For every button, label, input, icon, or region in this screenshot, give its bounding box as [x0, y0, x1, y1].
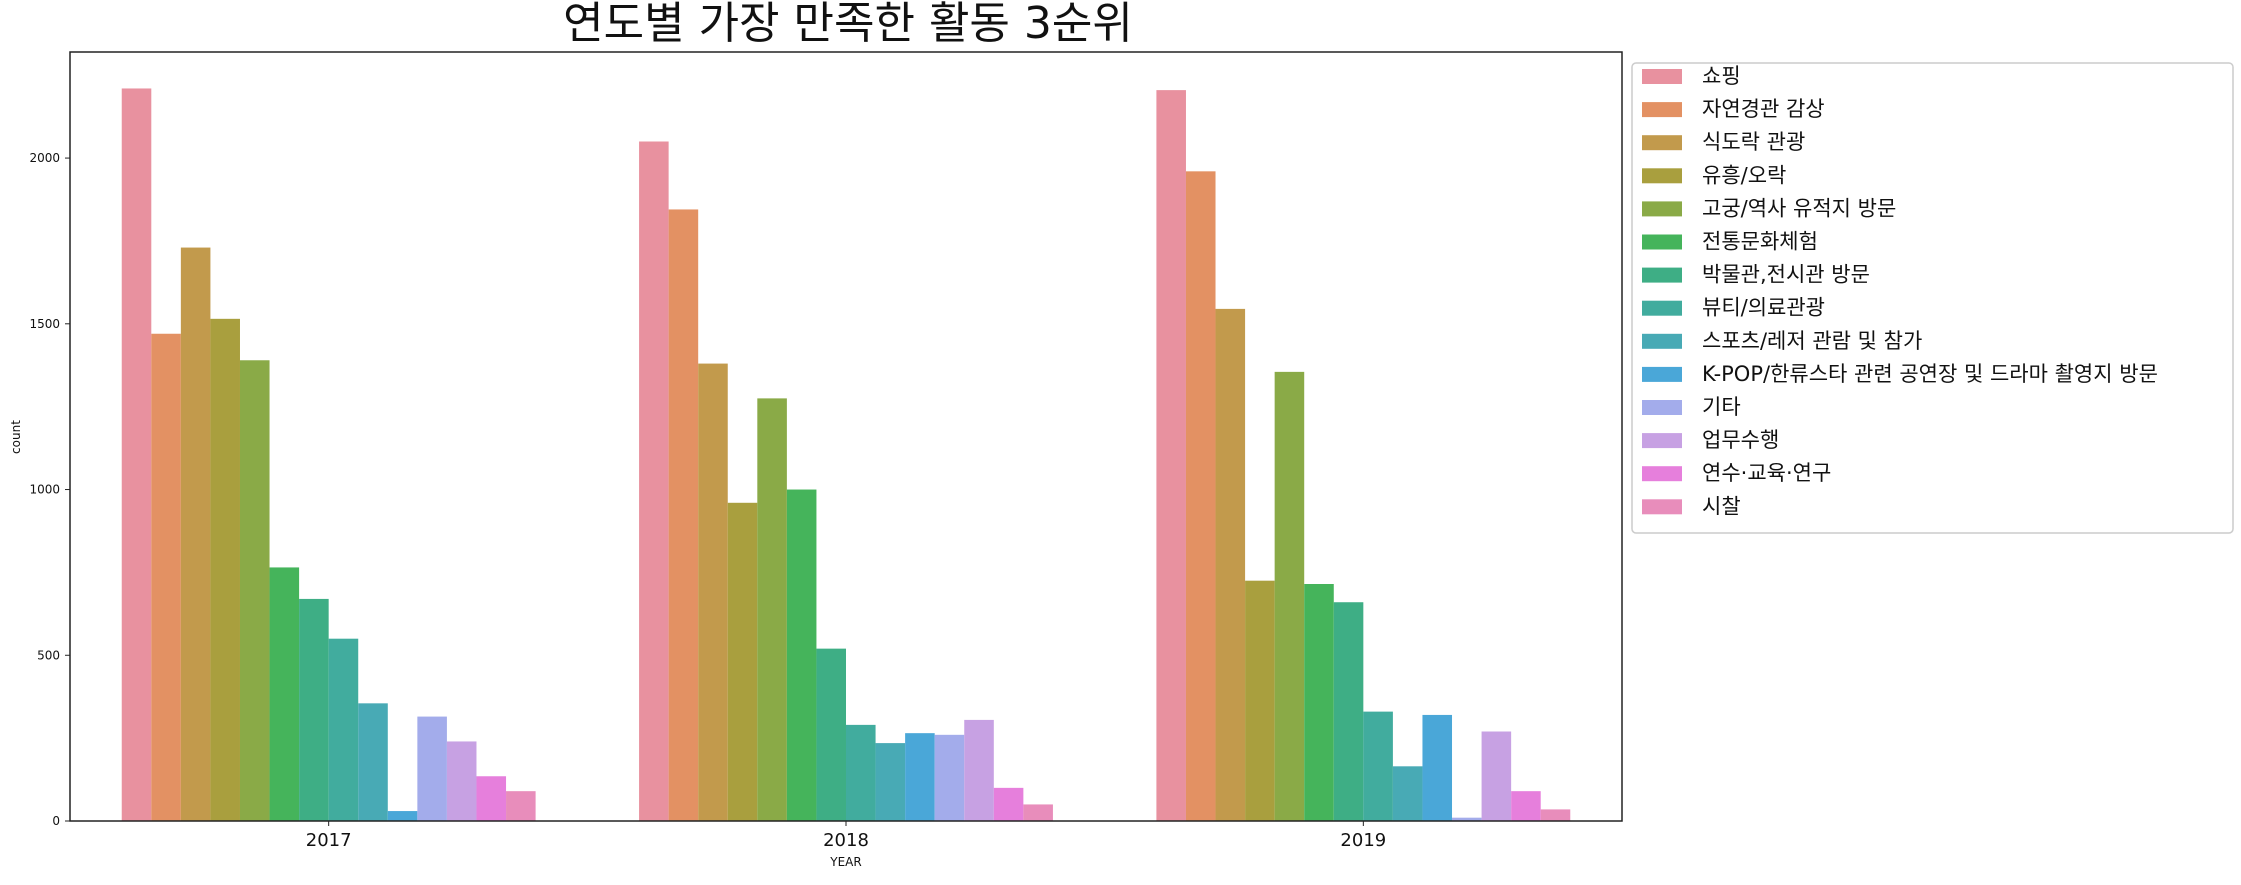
bar: [1452, 817, 1482, 821]
y-axis-label: count: [9, 420, 23, 454]
bar: [1215, 308, 1246, 822]
chart-title: 연도별 가장 만족한 활동 3순위: [563, 0, 1133, 49]
bar: [151, 333, 181, 821]
legend-label: 자연경관 감상: [1702, 97, 1825, 121]
legend-label: K-POP/한류스타 관련 공연장 및 드라마 촬영지 방문: [1702, 362, 2158, 386]
legend-swatch: [1642, 499, 1682, 515]
legend-frame: [1631, 62, 2234, 534]
legend-swatch: [1642, 466, 1682, 482]
bar: [727, 502, 758, 821]
bar: [1023, 804, 1053, 821]
x-tick-label: 2018: [823, 830, 869, 851]
y-axis: 0 500 1000 1500 2000: [29, 151, 70, 828]
legend-swatch: [1642, 102, 1682, 118]
bar: [905, 733, 935, 821]
bar: [875, 743, 906, 821]
legend-swatch: [1642, 400, 1682, 415]
bar: [417, 716, 447, 821]
x-axis: 2017 2018 2019: [306, 821, 1386, 851]
y-tick-label: 2000: [29, 151, 60, 165]
bar: [639, 141, 669, 821]
bar: [476, 776, 507, 821]
bar: [358, 703, 388, 821]
legend-swatch: [1642, 333, 1682, 349]
bar: [1304, 584, 1334, 821]
bar: [1274, 371, 1305, 821]
legend-swatch: [1642, 168, 1682, 184]
legend-label: 스포츠/레저 관람 및 참가: [1702, 329, 1922, 353]
legend-label: 쇼핑: [1702, 64, 1741, 88]
legend-swatch: [1642, 433, 1682, 449]
legend-swatch: [1642, 300, 1682, 316]
legend-label: 연수·교육·연구: [1702, 461, 1831, 485]
bar: [446, 741, 477, 821]
bar: [1392, 766, 1423, 821]
bar: [786, 489, 817, 821]
legend-swatch: [1642, 267, 1682, 283]
legend-swatch: [1642, 69, 1682, 84]
bar: [121, 88, 152, 822]
y-tick-label: 1000: [29, 483, 60, 497]
bar: [239, 360, 270, 821]
bar: [993, 787, 1024, 821]
legend-label: 업무수행: [1702, 428, 1779, 452]
legend-swatch: [1642, 234, 1682, 250]
legend-label: 시찰: [1702, 494, 1741, 518]
bar: [757, 398, 787, 821]
bar: [210, 318, 240, 821]
x-axis-label: YEAR: [829, 855, 861, 869]
legend-label: 식도락 관광: [1702, 130, 1805, 154]
x-tick-label: 2019: [1340, 830, 1386, 851]
y-tick-label: 500: [37, 648, 60, 662]
bar: [1156, 90, 1186, 822]
legend-label: 뷰티/의료관광: [1702, 296, 1825, 320]
bar: [1363, 711, 1393, 821]
legend-label: 박물관,전시관 방문: [1702, 263, 1870, 287]
bar: [816, 648, 846, 821]
y-tick-label: 0: [52, 814, 60, 828]
bars-layer: [121, 88, 1571, 822]
bar: [328, 638, 359, 821]
bar: [964, 719, 994, 821]
legend-label: 고궁/역사 유적지 방문: [1702, 196, 1896, 220]
bar: [1540, 809, 1571, 821]
bar: [1511, 791, 1541, 821]
bar: [846, 724, 876, 821]
bar: [1422, 714, 1453, 821]
y-tick-label: 1500: [29, 317, 60, 331]
bar: [668, 209, 699, 822]
bar: [387, 811, 418, 821]
bar: [1245, 580, 1275, 821]
legend-swatch: [1642, 201, 1682, 217]
legend-swatch: [1642, 135, 1682, 151]
bar: [269, 567, 300, 821]
bar: [1481, 731, 1512, 821]
legend-label: 유흥/오락: [1702, 163, 1786, 187]
bar: [934, 734, 965, 821]
bar: [698, 363, 728, 821]
bar: [1185, 171, 1216, 822]
bar: [506, 791, 536, 821]
legend-swatch: [1642, 366, 1682, 382]
x-tick-label: 2017: [306, 830, 352, 851]
bar: [1333, 602, 1364, 821]
bar: [299, 598, 329, 821]
legend-label: 기타: [1702, 395, 1741, 419]
bar: [180, 247, 211, 822]
legend-label: 전통문화체험: [1702, 230, 1818, 254]
